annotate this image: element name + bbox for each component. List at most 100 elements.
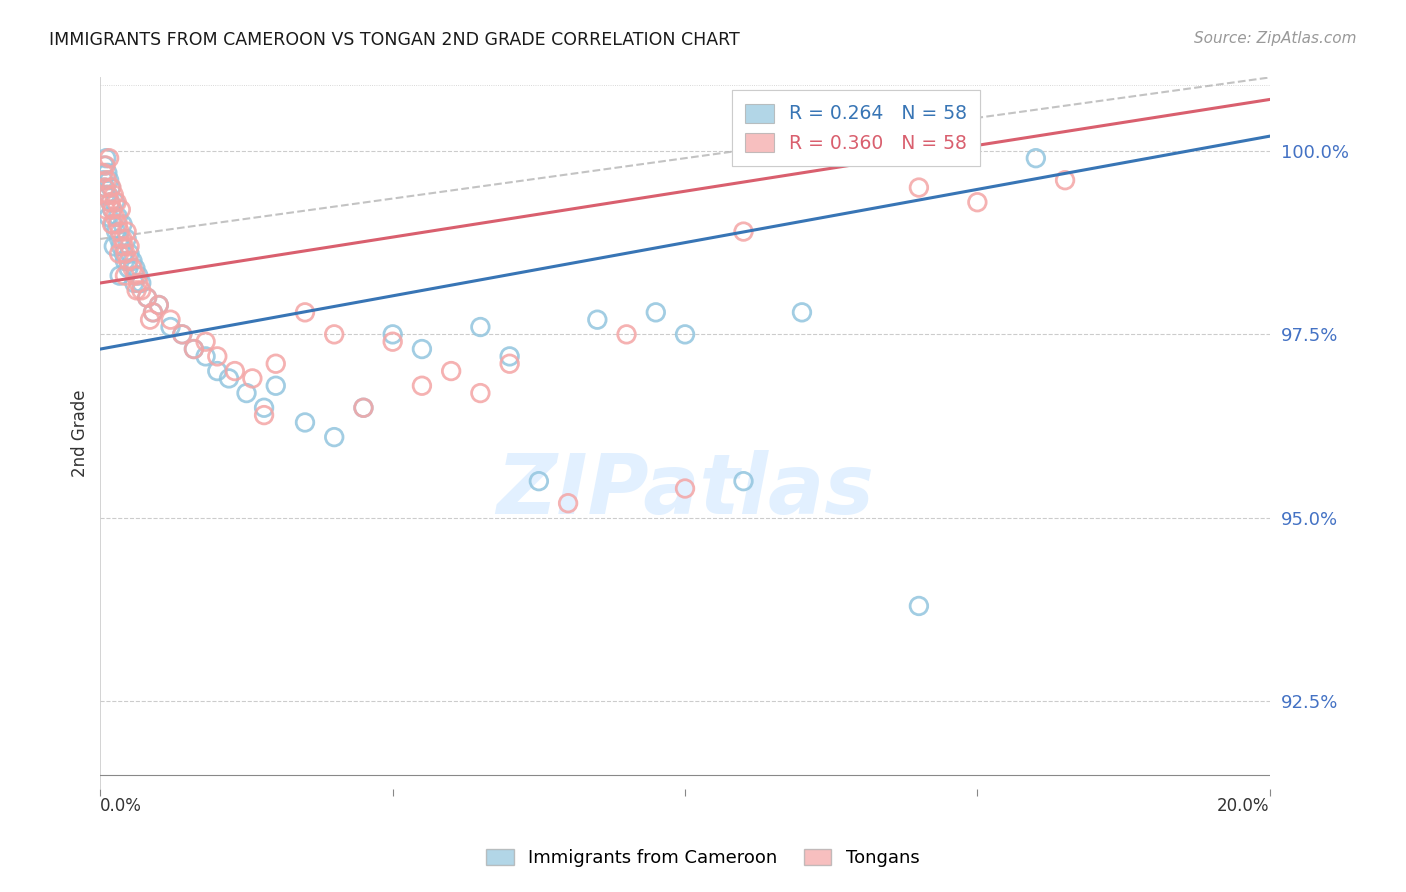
Point [122,276,145,290]
Point [103,239,125,253]
Point [148,298,170,312]
Text: 20.0%: 20.0% [1218,797,1270,814]
Legend: Immigrants from Cameroon, Tongans: Immigrants from Cameroon, Tongans [479,841,927,874]
Point [98,173,121,187]
Point [117,261,139,276]
Point [733,225,755,239]
Point [111,217,134,231]
Point [183,342,205,356]
Point [264,378,287,392]
Point [93,159,115,173]
Point [733,474,755,488]
Point [114,246,136,260]
Point [127,268,149,283]
Point [96,202,118,217]
Point [323,430,346,444]
Point [100,180,122,194]
Point [673,482,696,496]
Point [91,166,114,180]
Text: Source: ZipAtlas.com: Source: ZipAtlas.com [1194,31,1357,46]
Point [194,350,217,364]
Point [294,305,316,319]
Point [172,327,194,342]
Text: IMMIGRANTS FROM CAMEROON VS TONGAN 2ND GRADE CORRELATION CHART: IMMIGRANTS FROM CAMEROON VS TONGAN 2ND G… [49,31,740,49]
Point [148,298,170,312]
Point [118,246,141,260]
Point [94,180,117,194]
Point [139,312,162,326]
Point [224,364,246,378]
Point [498,357,520,371]
Point [108,246,131,260]
Point [124,261,146,276]
Point [108,225,131,239]
Point [908,180,931,194]
Point [103,217,125,231]
Point [142,305,165,319]
Point [142,305,165,319]
Point [107,217,129,231]
Point [110,239,132,253]
Point [110,202,132,217]
Point [790,305,813,319]
Point [104,195,127,210]
Point [105,195,128,210]
Point [586,312,609,326]
Point [353,401,375,415]
Text: 0.0%: 0.0% [100,797,142,814]
Point [353,401,375,415]
Point [93,180,115,194]
Point [94,187,117,202]
Point [115,225,138,239]
Point [498,350,520,364]
Point [115,232,138,246]
Point [97,187,120,202]
Point [101,217,124,231]
Point [125,283,148,297]
Point [207,364,229,378]
Point [218,371,240,385]
Point [235,386,257,401]
Point [616,327,638,342]
Point [136,291,159,305]
Point [94,159,117,173]
Point [644,305,666,319]
Point [294,416,316,430]
Point [104,210,127,224]
Point [1025,151,1047,165]
Point [98,195,121,210]
Point [323,327,346,342]
Legend: R = 0.264   N = 58, R = 0.360   N = 58: R = 0.264 N = 58, R = 0.360 N = 58 [733,90,980,166]
Point [966,195,988,210]
Point [103,187,125,202]
Point [111,232,134,246]
Y-axis label: 2nd Grade: 2nd Grade [72,390,89,477]
Point [527,474,550,488]
Point [381,334,404,349]
Point [253,401,276,415]
Point [557,496,579,510]
Point [98,151,121,165]
Point [172,327,194,342]
Point [114,254,136,268]
Point [470,386,492,401]
Point [108,232,131,246]
Point [117,254,139,268]
Point [470,320,492,334]
Point [183,342,205,356]
Point [101,202,124,217]
Point [253,408,276,422]
Point [112,246,135,260]
Point [118,239,141,253]
Point [105,225,128,239]
Point [159,320,181,334]
Point [440,364,463,378]
Text: ZIPatlas: ZIPatlas [496,450,875,531]
Point [124,268,146,283]
Point [107,210,129,224]
Point [101,202,124,217]
Point [908,599,931,613]
Point [207,350,229,364]
Point [98,195,121,210]
Point [194,334,217,349]
